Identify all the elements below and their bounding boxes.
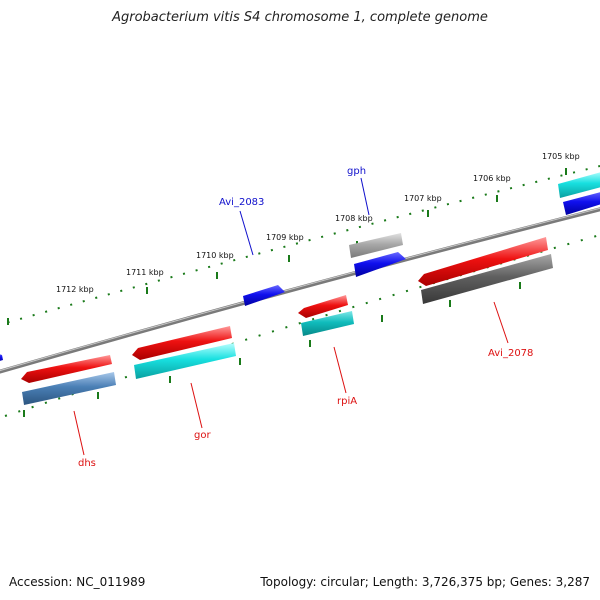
gene-gor-red	[132, 326, 232, 360]
gene-gph-lightgray	[349, 233, 403, 258]
map-title: Agrobacterium vitis S4 chromosome 1, com…	[112, 10, 488, 25]
gene-avi2078-red	[418, 237, 548, 286]
gene-label-rpia: rpiA	[337, 396, 357, 407]
major-ticks	[7, 168, 567, 417]
gene-label-gor: gor	[194, 430, 211, 441]
tick-label-1708: 1708 kbp	[335, 214, 373, 223]
gene-gor-cyan	[134, 343, 236, 379]
gene-avi2078-darkgray	[421, 254, 553, 304]
tick-label-1711: 1711 kbp	[126, 268, 164, 277]
tick-label-1705: 1705 kbp	[542, 152, 580, 161]
tick-label-1709: 1709 kbp	[266, 233, 304, 242]
gene-rpia-teal	[301, 311, 354, 336]
leader-lines	[73, 177, 509, 456]
gene-blue-edge	[0, 354, 3, 361]
tick-label-1710: 1710 kbp	[196, 251, 234, 260]
gene-gph-blue	[354, 252, 406, 277]
gene-label-gph: gph	[347, 166, 366, 177]
tick-label-1706: 1706 kbp	[473, 174, 511, 183]
gene-right-cyan	[558, 172, 600, 198]
gene-avi2083-blue	[243, 285, 285, 306]
outer-tick-track	[0, 165, 600, 326]
gene-dhs-steelblue	[22, 372, 116, 405]
tick-label-1712: 1712 kbp	[56, 285, 94, 294]
gene-rpia-red	[298, 295, 348, 318]
gene-right-blue	[563, 192, 600, 215]
gene-features	[0, 172, 600, 405]
gene-dhs-red	[21, 355, 112, 383]
tick-label-1707: 1707 kbp	[404, 194, 442, 203]
gene-label-avi-2078: Avi_2078	[488, 348, 533, 359]
chromosome-backbone	[0, 207, 600, 374]
genome-summary-text: Topology: circular; Length: 3,726,375 bp…	[260, 575, 590, 589]
gene-label-dhs: dhs	[78, 458, 96, 469]
accession-text: Accession: NC_011989	[9, 575, 146, 589]
gene-label-avi-2083: Avi_2083	[219, 197, 264, 208]
